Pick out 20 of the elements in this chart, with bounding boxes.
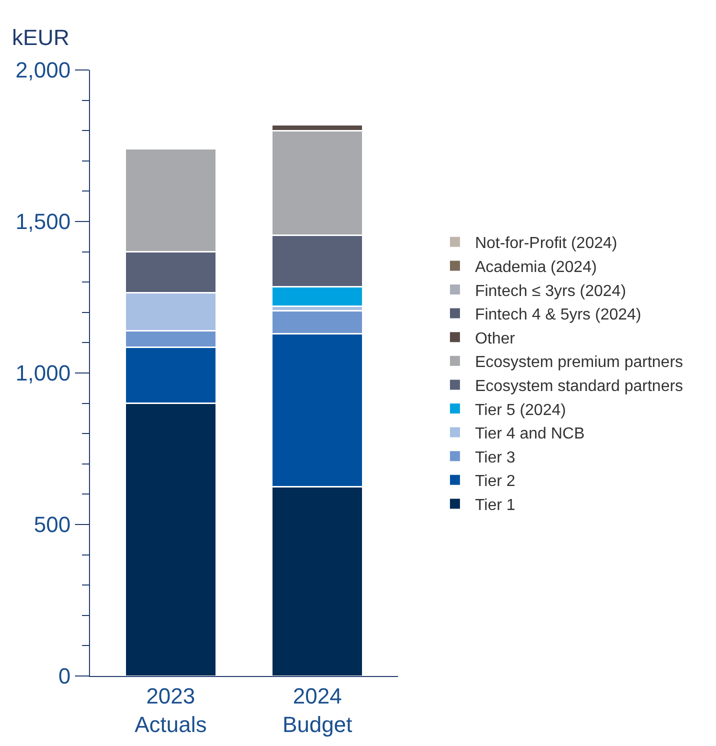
y-tick-label: 500 [34, 512, 71, 538]
legend-label: Other [474, 330, 516, 348]
legend-label: Academia (2024) [474, 258, 597, 276]
y-tick-label: 1,500 [16, 209, 71, 234]
y-tick-label: 0 [58, 664, 71, 689]
legend-label: Tier 3 [474, 449, 516, 466]
legend-label: Ecosystem standard partners [474, 378, 684, 395]
legend-label: Tier 2 [474, 473, 516, 490]
legend-label: Fintech 4 & 5yrs (2024) [474, 306, 642, 324]
legend-label: Tier 1 [474, 496, 516, 514]
x-tick-label: 2023 Actuals [134, 683, 207, 737]
legend-label: Tier 5 (2024) [474, 402, 566, 419]
y-tick-label: 1,000 [16, 360, 71, 386]
legend-label: Ecosystem premium partners [474, 354, 684, 372]
legend-label: Not-for-Profit (2024) [474, 235, 618, 252]
legend-label: Fintech ≤ 3yrs (2024) [474, 282, 626, 300]
x-tick-label: 2024 Budget [282, 683, 352, 737]
y-tick-label: 2,000 [16, 58, 71, 83]
y-axis-title: kEUR [12, 25, 70, 50]
legend-label: Tier 4 and NCB [474, 426, 585, 443]
